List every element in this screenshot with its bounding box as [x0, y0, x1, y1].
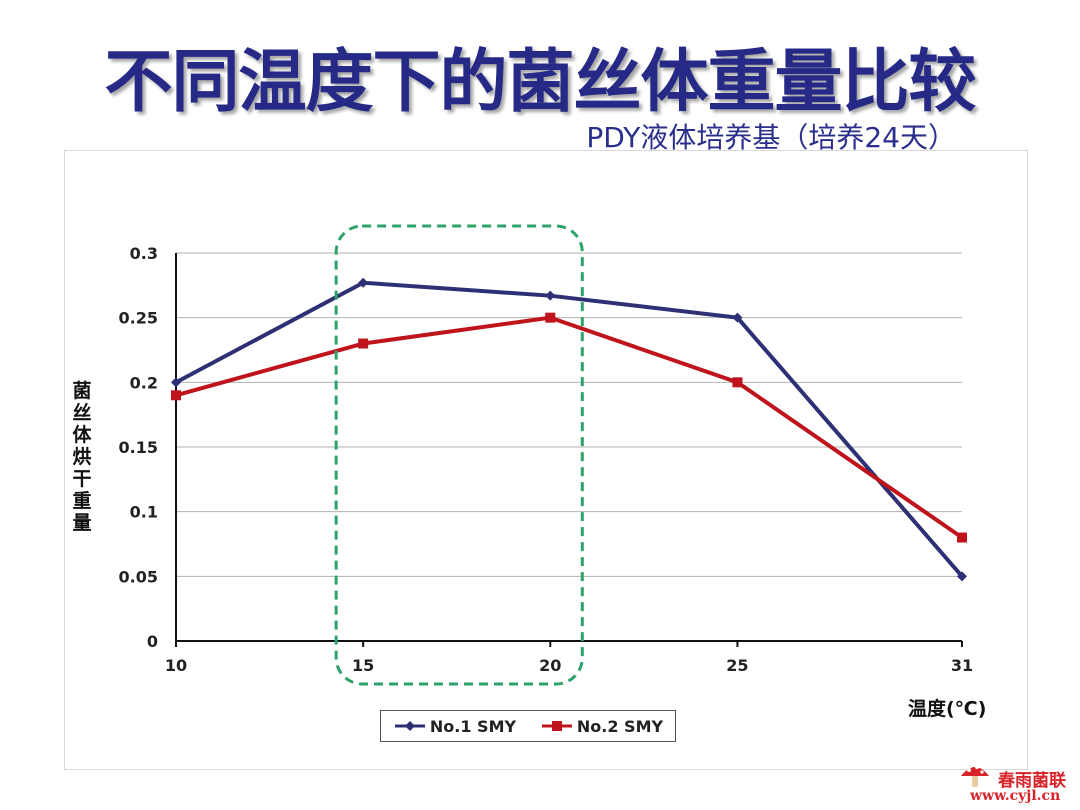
y-tick-label: 0.1: [130, 503, 158, 522]
highlight-box: [334, 224, 584, 686]
y-axis-label: 菌丝体烘干重量: [72, 380, 92, 534]
x-tick-label: 31: [951, 656, 973, 675]
y-tick-label: 0.3: [130, 244, 158, 263]
chart-legend: No.1 SMY No.2 SMY: [380, 710, 676, 742]
mushroom-logo-icon: [961, 765, 989, 787]
y-tick-label: 0.15: [119, 438, 158, 457]
watermark-name: 春雨菌联: [998, 771, 1066, 791]
slide-subtitle: PDY液体培养基（培养24天）: [586, 121, 956, 154]
legend-label-no1: No.1 SMY: [429, 716, 517, 736]
series-1-point: [545, 290, 556, 301]
y-tick-label: 0.2: [130, 373, 158, 392]
legend-swatch-no2: [541, 721, 572, 731]
legend-label-no2: No.2 SMY: [576, 716, 664, 736]
series-1-point: [732, 312, 743, 323]
x-tick-label: 25: [726, 656, 748, 675]
x-tick-label: 10: [165, 656, 187, 675]
x-tick-label: 20: [539, 656, 561, 675]
legend-item-no1: No.1 SMY: [393, 717, 516, 736]
series-line-2: [175, 315, 964, 540]
y-tick-label: 0: [147, 632, 158, 651]
legend-item-no2: No.2 SMY: [540, 717, 663, 736]
series-2-point: [957, 532, 967, 543]
x-axis-label: 温度(℃): [908, 698, 987, 720]
legend-swatch-no1: [394, 721, 425, 731]
series-2-point: [545, 312, 556, 323]
x-tick-label: 15: [352, 656, 374, 675]
series-1-point: [957, 571, 967, 582]
y-tick-label: 0.05: [119, 567, 158, 586]
slide-title: 不同温度下的菌丝体重量比较: [104, 43, 976, 122]
series-1-point: [171, 377, 181, 388]
watermark-url: www.cyjl.cn: [970, 788, 1061, 804]
series-2-point: [171, 390, 181, 401]
series-line-1: [175, 280, 964, 578]
series-2-point: [732, 377, 743, 388]
series-1-point: [358, 277, 369, 288]
series-2-point: [358, 338, 369, 349]
y-tick-label: 0.25: [119, 309, 158, 328]
